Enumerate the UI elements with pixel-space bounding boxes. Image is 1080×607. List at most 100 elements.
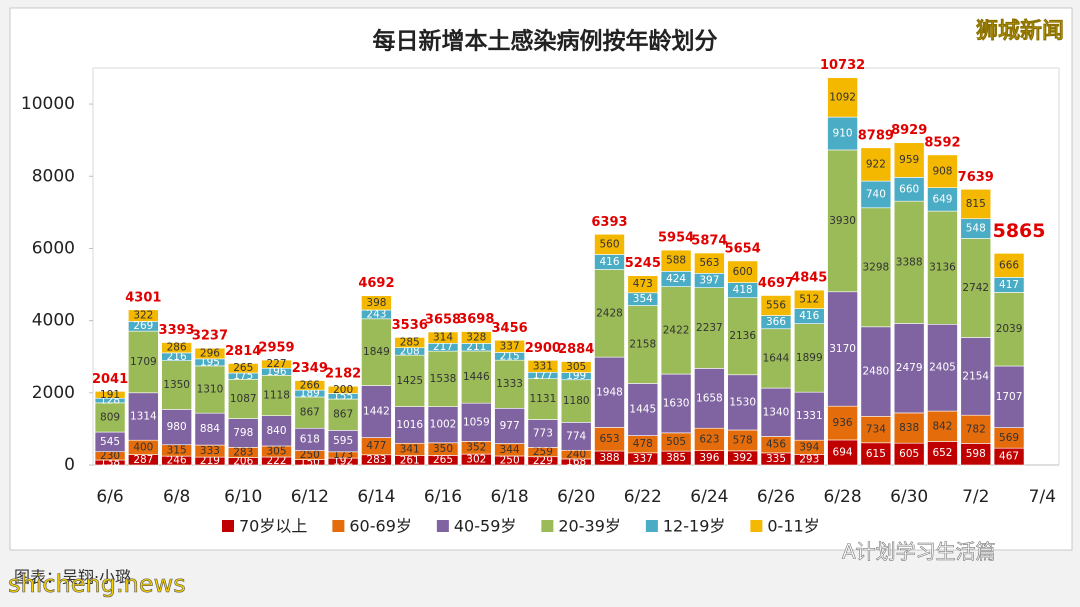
total-label: 5245 (625, 256, 661, 271)
segment-label: 385 (666, 452, 686, 464)
segment-label: 265 (233, 362, 253, 374)
segment-label: 1707 (996, 391, 1023, 403)
bar-segment (128, 330, 159, 394)
segment-label: 208 (400, 345, 420, 357)
segment-label: 392 (733, 452, 753, 464)
bar-segment (927, 154, 958, 188)
segment-label: 314 (433, 332, 453, 344)
bar-segment (427, 406, 459, 444)
bar-segment (860, 207, 892, 328)
segment-label: 283 (366, 454, 386, 466)
bar-segment (960, 414, 992, 444)
total-label: 6393 (591, 215, 627, 230)
segment-label: 623 (699, 433, 719, 445)
segment-label: 652 (932, 447, 952, 459)
segment-label: 211 (466, 341, 486, 353)
segment-label: 3136 (929, 262, 956, 274)
bar-segment (727, 260, 758, 283)
chart-title: 每日新增本土感染病例按年龄划分 (373, 28, 718, 55)
segment-label: 1442 (363, 406, 390, 418)
bar-segment (893, 142, 925, 178)
bar-segment (94, 391, 126, 399)
segment-label: 578 (733, 434, 753, 446)
credit: 图表：吴翔·小璐 (14, 568, 131, 587)
x-tick-label: 7/2 (962, 487, 989, 507)
bar-segment (394, 354, 426, 407)
total-label: 5874 (691, 234, 727, 249)
segment-label: 287 (133, 454, 153, 466)
segment-label: 250 (300, 449, 320, 461)
segment-label: 3388 (896, 256, 923, 268)
bar-segment (527, 360, 559, 373)
segment-label: 1445 (629, 404, 656, 416)
bar-segment (261, 375, 292, 416)
bar-segment (960, 189, 992, 220)
bar-segment (261, 359, 292, 369)
segment-label: 2136 (729, 330, 756, 342)
bar-segment (860, 180, 892, 209)
bar-segment (694, 252, 725, 274)
bar-segment (893, 323, 925, 414)
segment-label: 189 (300, 388, 320, 400)
segment-label: 1849 (363, 346, 390, 358)
x-tick-label: 6/12 (291, 487, 329, 507)
segment-label: 192 (333, 456, 353, 468)
total-label: 2814 (225, 344, 261, 359)
bar-segment (993, 365, 1025, 428)
segment-label: 467 (999, 451, 1019, 463)
segment-label: 1899 (796, 352, 823, 364)
bar-segment (760, 328, 792, 389)
legend-label: 12-19岁 (663, 517, 726, 536)
segment-label: 350 (433, 443, 453, 455)
bar-segment (128, 309, 159, 322)
segment-label: 1709 (130, 356, 157, 368)
segment-label: 959 (899, 154, 919, 166)
bar-segment (294, 396, 326, 429)
segment-label: 2158 (629, 338, 656, 350)
total-label: 4845 (791, 271, 827, 286)
segment-label: 269 (133, 320, 153, 332)
segment-label: 302 (466, 454, 486, 466)
segment-label: 337 (500, 340, 520, 352)
total-label: 3456 (492, 321, 528, 336)
total-label: 3393 (159, 323, 195, 338)
bar-segment (94, 402, 126, 433)
segment-label: 618 (300, 433, 320, 445)
segment-label: 842 (932, 420, 952, 432)
segment-label: 424 (666, 273, 686, 285)
bar-segment (760, 295, 792, 316)
segment-label: 560 (599, 238, 619, 250)
x-tick-label: 6/24 (690, 487, 728, 507)
total-label: 2884 (558, 342, 594, 357)
legend-swatch (332, 520, 345, 532)
y-tick-label: 6000 (32, 238, 75, 258)
total-label: 4692 (358, 276, 394, 291)
total-label: 3698 (458, 312, 494, 327)
segment-label: 191 (100, 389, 120, 401)
segment-label: 666 (999, 259, 1019, 271)
bar-segment (660, 373, 692, 434)
segment-label: 505 (666, 436, 686, 448)
segment-label: 1340 (763, 406, 790, 418)
segment-label: 867 (300, 407, 320, 419)
segment-label: 605 (899, 448, 919, 460)
segment-label: 296 (200, 348, 220, 360)
segment-label: 563 (699, 257, 719, 269)
bar-segment (327, 385, 359, 394)
x-tick-label: 6/28 (823, 487, 861, 507)
segment-label: 388 (599, 452, 619, 464)
segment-label: 337 (633, 453, 653, 465)
segment-label: 3930 (829, 215, 856, 227)
total-label: 4301 (125, 290, 161, 305)
total-label: 10732 (820, 58, 865, 73)
segment-label: 1350 (163, 379, 190, 391)
total-label: 2041 (92, 372, 128, 387)
y-tick-label: 2000 (32, 383, 75, 403)
site: shicheng.news (8, 570, 186, 598)
segment-label: 293 (799, 454, 819, 466)
segment-label: 1131 (530, 393, 557, 405)
segment-label: 548 (966, 223, 986, 235)
segment-label: 240 (566, 449, 586, 461)
segment-label: 615 (866, 448, 886, 460)
